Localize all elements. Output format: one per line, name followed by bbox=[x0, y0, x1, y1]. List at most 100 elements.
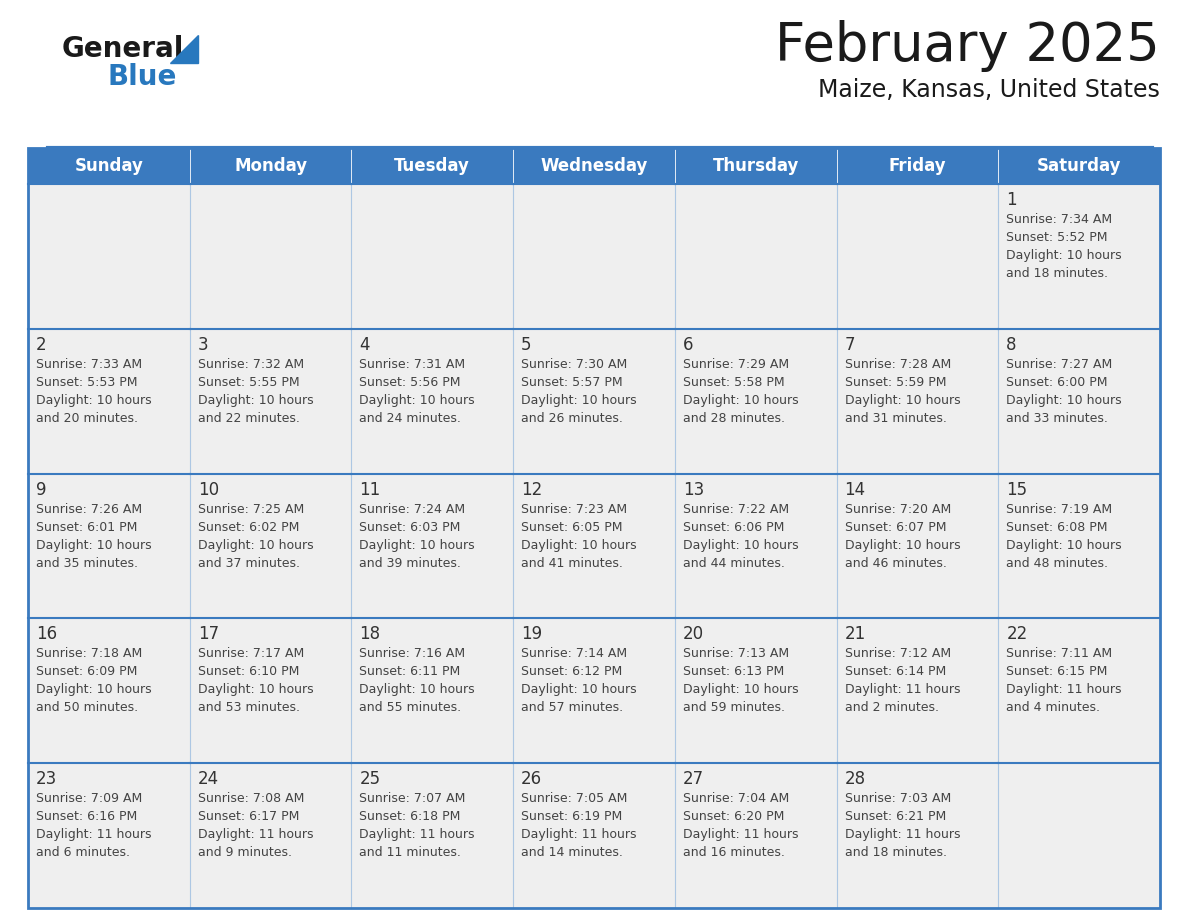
Text: and 22 minutes.: and 22 minutes. bbox=[197, 412, 299, 425]
Text: 4: 4 bbox=[360, 336, 369, 353]
Text: Daylight: 10 hours: Daylight: 10 hours bbox=[1006, 394, 1121, 407]
Text: Sunrise: 7:27 AM: Sunrise: 7:27 AM bbox=[1006, 358, 1112, 371]
Bar bbox=[513, 148, 675, 184]
Text: and 39 minutes.: and 39 minutes. bbox=[360, 556, 461, 569]
Text: 23: 23 bbox=[36, 770, 57, 789]
Bar bbox=[675, 619, 836, 763]
Bar bbox=[190, 474, 352, 619]
Text: Daylight: 11 hours: Daylight: 11 hours bbox=[522, 828, 637, 841]
Text: Daylight: 10 hours: Daylight: 10 hours bbox=[683, 539, 798, 552]
Text: 16: 16 bbox=[36, 625, 57, 644]
Text: Sunrise: 7:28 AM: Sunrise: 7:28 AM bbox=[845, 358, 950, 371]
Text: 11: 11 bbox=[360, 481, 380, 498]
Text: Sunset: 6:19 PM: Sunset: 6:19 PM bbox=[522, 811, 623, 823]
Text: 18: 18 bbox=[360, 625, 380, 644]
Text: Daylight: 11 hours: Daylight: 11 hours bbox=[197, 828, 314, 841]
Text: 24: 24 bbox=[197, 770, 219, 789]
Bar bbox=[836, 619, 998, 763]
Text: 13: 13 bbox=[683, 481, 704, 498]
Text: Sunset: 5:58 PM: Sunset: 5:58 PM bbox=[683, 375, 784, 389]
Text: 20: 20 bbox=[683, 625, 704, 644]
Bar bbox=[513, 184, 675, 329]
Text: Sunrise: 7:24 AM: Sunrise: 7:24 AM bbox=[360, 502, 466, 516]
Bar bbox=[513, 619, 675, 763]
Text: Daylight: 10 hours: Daylight: 10 hours bbox=[197, 394, 314, 407]
Text: Sunset: 6:00 PM: Sunset: 6:00 PM bbox=[1006, 375, 1107, 389]
Text: 22: 22 bbox=[1006, 625, 1028, 644]
Bar bbox=[29, 184, 190, 329]
Text: 19: 19 bbox=[522, 625, 542, 644]
Text: 5: 5 bbox=[522, 336, 532, 353]
Text: Daylight: 10 hours: Daylight: 10 hours bbox=[522, 394, 637, 407]
Bar bbox=[836, 763, 998, 908]
Text: Sunrise: 7:30 AM: Sunrise: 7:30 AM bbox=[522, 358, 627, 371]
Bar bbox=[675, 148, 836, 184]
Text: Sunset: 5:56 PM: Sunset: 5:56 PM bbox=[360, 375, 461, 389]
Text: 1: 1 bbox=[1006, 191, 1017, 209]
Bar bbox=[190, 148, 352, 184]
Text: Maize, Kansas, United States: Maize, Kansas, United States bbox=[819, 78, 1159, 102]
Text: Sunset: 6:07 PM: Sunset: 6:07 PM bbox=[845, 521, 946, 533]
Text: Daylight: 10 hours: Daylight: 10 hours bbox=[683, 683, 798, 697]
Bar bbox=[998, 474, 1159, 619]
Bar bbox=[513, 329, 675, 474]
Text: Daylight: 11 hours: Daylight: 11 hours bbox=[360, 828, 475, 841]
Text: Sunrise: 7:17 AM: Sunrise: 7:17 AM bbox=[197, 647, 304, 660]
Bar bbox=[29, 148, 190, 184]
Bar bbox=[29, 474, 190, 619]
Text: Sunrise: 7:33 AM: Sunrise: 7:33 AM bbox=[36, 358, 143, 371]
Text: Sunrise: 7:23 AM: Sunrise: 7:23 AM bbox=[522, 502, 627, 516]
Text: Sunrise: 7:32 AM: Sunrise: 7:32 AM bbox=[197, 358, 304, 371]
Bar bbox=[998, 329, 1159, 474]
Text: Sunset: 6:02 PM: Sunset: 6:02 PM bbox=[197, 521, 299, 533]
Text: Sunrise: 7:19 AM: Sunrise: 7:19 AM bbox=[1006, 502, 1112, 516]
Text: 26: 26 bbox=[522, 770, 542, 789]
Text: and 26 minutes.: and 26 minutes. bbox=[522, 412, 623, 425]
Text: and 16 minutes.: and 16 minutes. bbox=[683, 846, 785, 859]
Text: Sunrise: 7:04 AM: Sunrise: 7:04 AM bbox=[683, 792, 789, 805]
Text: and 2 minutes.: and 2 minutes. bbox=[845, 701, 939, 714]
Text: and 18 minutes.: and 18 minutes. bbox=[1006, 267, 1108, 280]
Bar bbox=[352, 619, 513, 763]
Text: Sunrise: 7:09 AM: Sunrise: 7:09 AM bbox=[36, 792, 143, 805]
Text: Daylight: 10 hours: Daylight: 10 hours bbox=[360, 394, 475, 407]
Text: Sunset: 6:20 PM: Sunset: 6:20 PM bbox=[683, 811, 784, 823]
Text: 15: 15 bbox=[1006, 481, 1028, 498]
Bar bbox=[29, 329, 190, 474]
Text: and 41 minutes.: and 41 minutes. bbox=[522, 556, 623, 569]
Text: Sunset: 6:06 PM: Sunset: 6:06 PM bbox=[683, 521, 784, 533]
Text: Sunrise: 7:13 AM: Sunrise: 7:13 AM bbox=[683, 647, 789, 660]
Text: Sunrise: 7:11 AM: Sunrise: 7:11 AM bbox=[1006, 647, 1112, 660]
Text: Sunset: 6:08 PM: Sunset: 6:08 PM bbox=[1006, 521, 1107, 533]
Text: Daylight: 10 hours: Daylight: 10 hours bbox=[36, 394, 152, 407]
Polygon shape bbox=[170, 35, 198, 63]
Text: and 33 minutes.: and 33 minutes. bbox=[1006, 412, 1108, 425]
Text: Daylight: 10 hours: Daylight: 10 hours bbox=[197, 539, 314, 552]
Text: Sunset: 6:01 PM: Sunset: 6:01 PM bbox=[36, 521, 138, 533]
Text: Sunrise: 7:12 AM: Sunrise: 7:12 AM bbox=[845, 647, 950, 660]
Text: Sunset: 5:52 PM: Sunset: 5:52 PM bbox=[1006, 231, 1107, 244]
Bar bbox=[352, 148, 513, 184]
Text: Sunset: 5:55 PM: Sunset: 5:55 PM bbox=[197, 375, 299, 389]
Bar bbox=[190, 619, 352, 763]
Bar bbox=[29, 148, 1159, 908]
Text: February 2025: February 2025 bbox=[776, 20, 1159, 72]
Text: Tuesday: Tuesday bbox=[394, 157, 470, 175]
Bar bbox=[675, 184, 836, 329]
Text: 21: 21 bbox=[845, 625, 866, 644]
Text: 14: 14 bbox=[845, 481, 866, 498]
Bar bbox=[513, 763, 675, 908]
Text: Sunrise: 7:18 AM: Sunrise: 7:18 AM bbox=[36, 647, 143, 660]
Text: Daylight: 10 hours: Daylight: 10 hours bbox=[845, 539, 960, 552]
Text: Sunrise: 7:16 AM: Sunrise: 7:16 AM bbox=[360, 647, 466, 660]
Text: and 55 minutes.: and 55 minutes. bbox=[360, 701, 462, 714]
Bar bbox=[998, 148, 1159, 184]
Text: 10: 10 bbox=[197, 481, 219, 498]
Text: and 53 minutes.: and 53 minutes. bbox=[197, 701, 299, 714]
Text: 25: 25 bbox=[360, 770, 380, 789]
Text: Sunset: 6:17 PM: Sunset: 6:17 PM bbox=[197, 811, 299, 823]
Bar bbox=[836, 148, 998, 184]
Text: Daylight: 10 hours: Daylight: 10 hours bbox=[360, 539, 475, 552]
Bar bbox=[190, 184, 352, 329]
Bar bbox=[836, 184, 998, 329]
